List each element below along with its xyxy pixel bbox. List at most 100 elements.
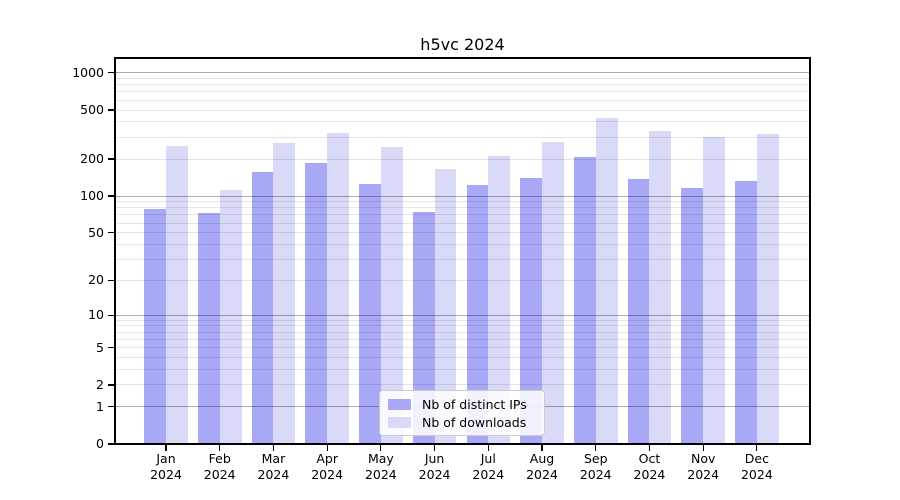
y-tick <box>108 279 115 282</box>
gridline-minor <box>115 331 810 333</box>
y-tick <box>108 72 115 74</box>
bar-distinct-ips-sep <box>573 156 596 444</box>
bar-distinct-ips-oct <box>627 178 650 444</box>
gridline-minor <box>115 384 810 386</box>
y-tick-label: 200 <box>80 151 104 167</box>
bar-downloads-sep <box>595 118 618 444</box>
gridline-minor <box>115 325 810 327</box>
y-tick-label: 1 <box>96 398 104 414</box>
bar-downloads-apr <box>327 133 349 444</box>
bar-downloads-mar <box>273 143 296 444</box>
x-tick-label: Oct 2024 <box>633 451 666 482</box>
x-tick-label: Jul 2024 <box>472 451 505 482</box>
x-tick-label: Feb 2024 <box>203 451 236 482</box>
bar-downloads-feb <box>219 190 242 444</box>
bar-distinct-ips-mar <box>251 172 274 444</box>
x-tick-label: Nov 2024 <box>687 451 720 482</box>
bar-distinct-ips-apr <box>305 162 328 444</box>
legend-item-downloads: Nb of downloads <box>388 415 536 430</box>
gridline-minor <box>115 222 810 224</box>
bar-downloads-dec <box>756 134 779 444</box>
gridline-minor <box>115 232 810 234</box>
x-tick <box>648 444 651 451</box>
bar-downloads-nov <box>703 137 725 444</box>
gridline-minor <box>115 319 810 321</box>
y-tick-label: 500 <box>80 102 104 118</box>
y-tick-label: 0 <box>96 436 104 451</box>
bar-distinct-ips-nov <box>681 188 704 444</box>
bar-downloads-aug <box>542 142 564 444</box>
chart-title: h5vc 2024 <box>420 35 505 54</box>
y-tick <box>108 347 115 349</box>
x-tick <box>380 444 382 451</box>
gridline-minor <box>115 84 810 86</box>
y-tick <box>108 443 115 445</box>
gridline-minor <box>115 243 810 245</box>
legend-label-distinct-ips: Nb of distinct IPs <box>422 396 527 412</box>
y-tick-label: 100 <box>80 188 104 204</box>
x-tick-label: Dec 2024 <box>740 451 773 482</box>
gridline-minor <box>115 259 810 261</box>
x-tick-label: Sep 2024 <box>579 451 612 482</box>
x-tick <box>433 444 436 451</box>
x-tick <box>756 444 758 451</box>
x-tick <box>702 444 704 451</box>
gridline-major <box>115 195 810 197</box>
bar-downloads-jan <box>166 145 188 444</box>
gridline-minor <box>115 91 810 93</box>
y-tick <box>108 384 115 386</box>
x-tick-label: Apr 2024 <box>311 451 344 482</box>
y-tick-label: 5 <box>96 339 104 355</box>
gridline-minor <box>115 214 810 216</box>
y-tick <box>108 158 115 160</box>
gridline-minor <box>115 136 810 138</box>
legend-item-distinct-ips: Nb of distinct IPs <box>388 397 536 412</box>
x-tick-label: Jun 2024 <box>418 451 451 482</box>
gridline-minor <box>115 78 810 79</box>
legend: Nb of distinct IPs Nb of downloads <box>379 390 545 436</box>
bar-downloads-oct <box>649 130 672 444</box>
axis-spine-bottom <box>114 443 811 445</box>
x-tick <box>165 444 167 451</box>
y-tick-label: 50 <box>88 224 104 240</box>
gridline-minor <box>115 279 810 281</box>
x-tick <box>326 444 328 451</box>
x-tick <box>541 444 543 451</box>
x-tick <box>219 444 221 451</box>
y-tick <box>108 232 115 234</box>
bar-distinct-ips-jan <box>144 209 166 444</box>
gridline-minor <box>115 99 810 101</box>
legend-label-downloads: Nb of downloads <box>422 414 527 430</box>
x-tick-label: Mar 2024 <box>257 451 290 482</box>
y-tick-label: 20 <box>88 272 104 288</box>
y-tick <box>108 109 115 111</box>
axis-spine-left <box>114 57 116 445</box>
gridline-minor <box>115 158 810 160</box>
x-tick <box>272 444 275 451</box>
gridline-major <box>115 314 810 316</box>
legend-swatch-downloads-icon <box>388 416 411 428</box>
gridline-minor <box>115 369 810 371</box>
bar-distinct-ips-may <box>359 184 381 444</box>
gridline-minor <box>115 121 810 123</box>
bar-distinct-ips-feb <box>197 212 220 444</box>
bar-distinct-ips-dec <box>735 181 757 444</box>
x-tick-label: Jan 2024 <box>150 451 182 482</box>
gridline-minor <box>115 201 810 203</box>
gridline-minor <box>115 109 810 111</box>
x-tick-label: May 2024 <box>364 451 397 482</box>
gridline-minor <box>115 347 810 349</box>
gridline-minor <box>115 207 810 209</box>
legend-swatch-distinct-ips-icon <box>388 398 411 410</box>
axis-spine-top <box>114 57 811 59</box>
gridline-major <box>115 72 810 74</box>
x-tick <box>487 444 489 451</box>
y-tick <box>108 314 115 316</box>
y-tick-label: 1000 <box>72 64 104 80</box>
axis-spine-right <box>809 57 811 445</box>
gridline-minor <box>115 338 810 340</box>
x-tick-label: Aug 2024 <box>526 451 558 482</box>
y-tick <box>108 406 115 408</box>
y-tick-label: 10 <box>88 307 104 323</box>
